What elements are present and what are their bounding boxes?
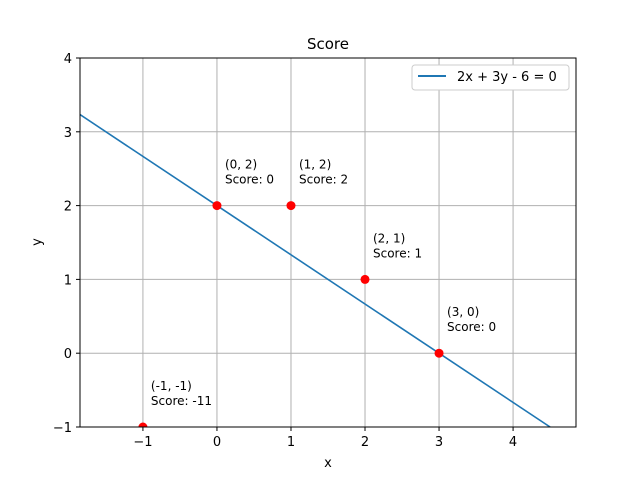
y-tick-label-2: 1: [64, 273, 72, 288]
x-tick-label-2: 1: [287, 435, 295, 450]
y-tick-label-3: 2: [64, 200, 72, 215]
x-tick-label-4: 3: [435, 435, 443, 450]
ticks: −1 0 1 2 3 4 −1 0 1 2 3 4: [53, 52, 517, 450]
y-axis-label: y: [30, 238, 45, 246]
plot-content: [80, 113, 551, 427]
legend-box: [411, 64, 570, 91]
chart-title: Score: [307, 35, 349, 53]
annotations: (0, 2)Score: 0(1, 2)Score: 2(2, 1)Score:…: [151, 158, 496, 408]
x-axis-label: x: [324, 456, 332, 471]
data-point-4: [138, 422, 148, 427]
y-tick-label-5: 4: [64, 52, 72, 67]
point-score-2: Score: 1: [373, 246, 422, 260]
point-label-3: (3, 0): [447, 305, 479, 319]
legend: 2x + 3y - 6 = 0: [411, 64, 570, 91]
point-label-1: (1, 2): [299, 158, 331, 172]
y-tick-label-1: 0: [64, 347, 72, 362]
y-tick-label-4: 3: [64, 126, 72, 141]
data-point-1: [286, 201, 296, 211]
legend-entry-label: 2x + 3y - 6 = 0: [457, 70, 557, 85]
x-tick-label-0: −1: [133, 435, 152, 450]
point-score-0: Score: 0: [225, 173, 274, 187]
point-score-1: Score: 2: [299, 173, 348, 187]
point-score-3: Score: 0: [447, 320, 496, 334]
plot-frame: [79, 57, 577, 428]
point-score-4: Score: -11: [151, 394, 212, 408]
x-tick-label-1: 0: [213, 435, 221, 450]
data-point-3: [434, 348, 444, 358]
x-tick-label-5: 4: [509, 435, 517, 450]
series-line: [80, 113, 551, 427]
x-tick-label-3: 2: [361, 435, 369, 450]
point-label-0: (0, 2): [225, 158, 257, 172]
data-point-0: [212, 201, 222, 211]
data-point-2: [360, 274, 370, 284]
point-label-4: (-1, -1): [151, 379, 192, 393]
y-tick-label-0: −1: [53, 421, 72, 436]
point-label-2: (2, 1): [373, 231, 405, 245]
grid: [80, 57, 576, 428]
